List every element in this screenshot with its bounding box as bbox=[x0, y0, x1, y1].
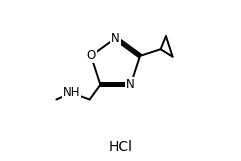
Text: HCl: HCl bbox=[108, 140, 133, 154]
Text: O: O bbox=[86, 49, 96, 62]
Text: N: N bbox=[126, 78, 135, 91]
Text: NH: NH bbox=[63, 86, 80, 99]
Text: N: N bbox=[111, 32, 120, 45]
